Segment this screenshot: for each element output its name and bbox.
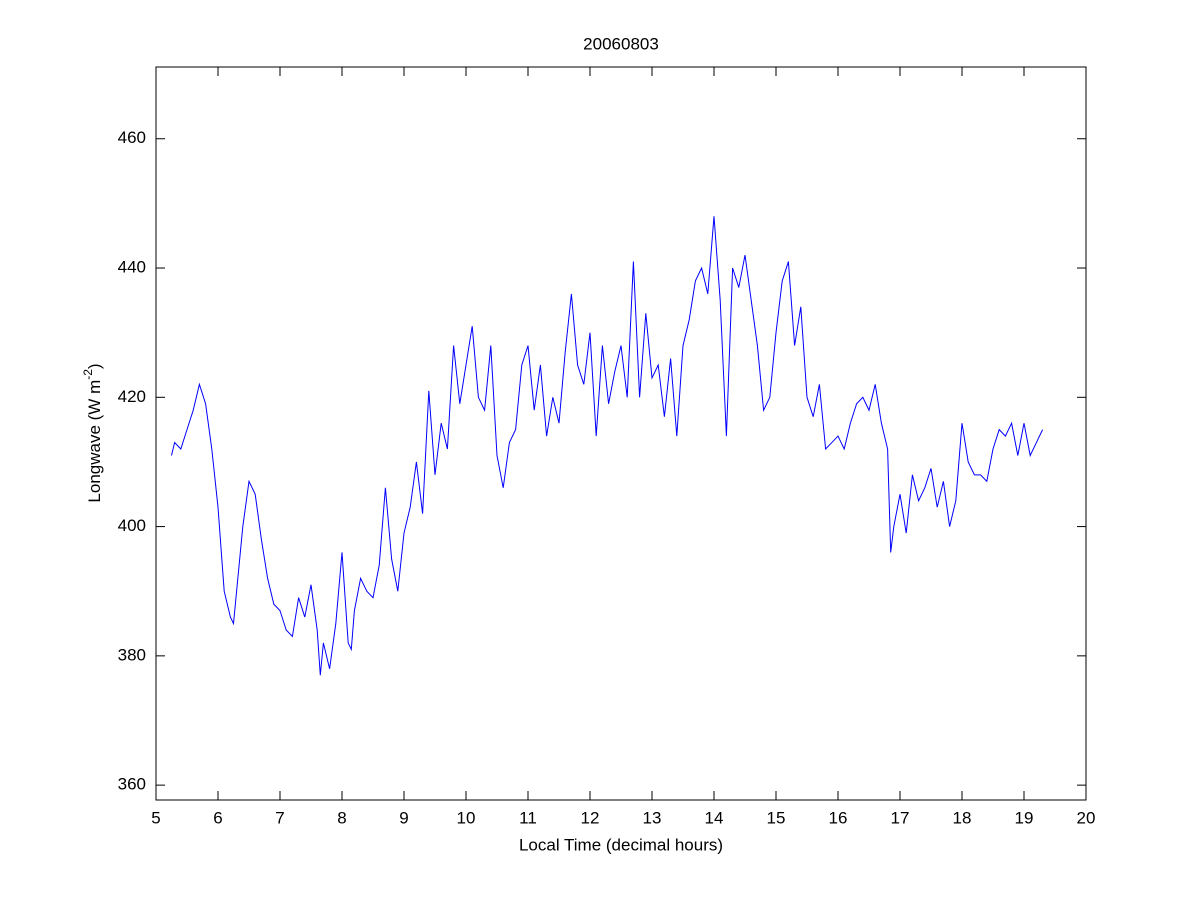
x-tick-label: 16: [829, 808, 848, 827]
x-tick-label: 11: [519, 808, 537, 827]
y-tick-label: 360: [118, 775, 146, 794]
x-tick-label: 19: [1015, 808, 1034, 827]
x-tick-label: 9: [399, 808, 408, 827]
y-label-superscript: -2: [81, 369, 95, 380]
y-label-text: Longwave (W m: [85, 380, 104, 503]
x-tick-label: 20: [1077, 808, 1096, 827]
x-tick-label: 7: [275, 808, 284, 827]
x-tick-label: 13: [643, 808, 662, 827]
x-tick-label: 8: [337, 808, 346, 827]
x-tick-label: 5: [151, 808, 160, 827]
y-tick-label: 400: [118, 516, 146, 535]
y-axis-label: Longwave (W m-2): [81, 363, 104, 502]
x-tick-label: 12: [581, 808, 600, 827]
data-line: [171, 216, 1044, 676]
x-tick-label: 14: [705, 808, 724, 827]
x-tick-label: 6: [213, 808, 222, 827]
y-tick-label: 380: [118, 645, 146, 664]
y-tick-label: 440: [118, 258, 146, 277]
chart-title: 20060803: [583, 34, 659, 53]
y-label-suffix: ): [85, 363, 104, 369]
y-tick-label: 420: [118, 387, 146, 406]
y-tick-label: 460: [118, 128, 146, 147]
plot-frame: [155, 66, 1087, 801]
x-tick-label: 15: [767, 808, 786, 827]
x-axis-label: Local Time (decimal hours): [519, 835, 723, 854]
x-tick-label: 10: [457, 808, 476, 827]
x-tick-label: 18: [953, 808, 972, 827]
x-tick-label: 17: [891, 808, 910, 827]
